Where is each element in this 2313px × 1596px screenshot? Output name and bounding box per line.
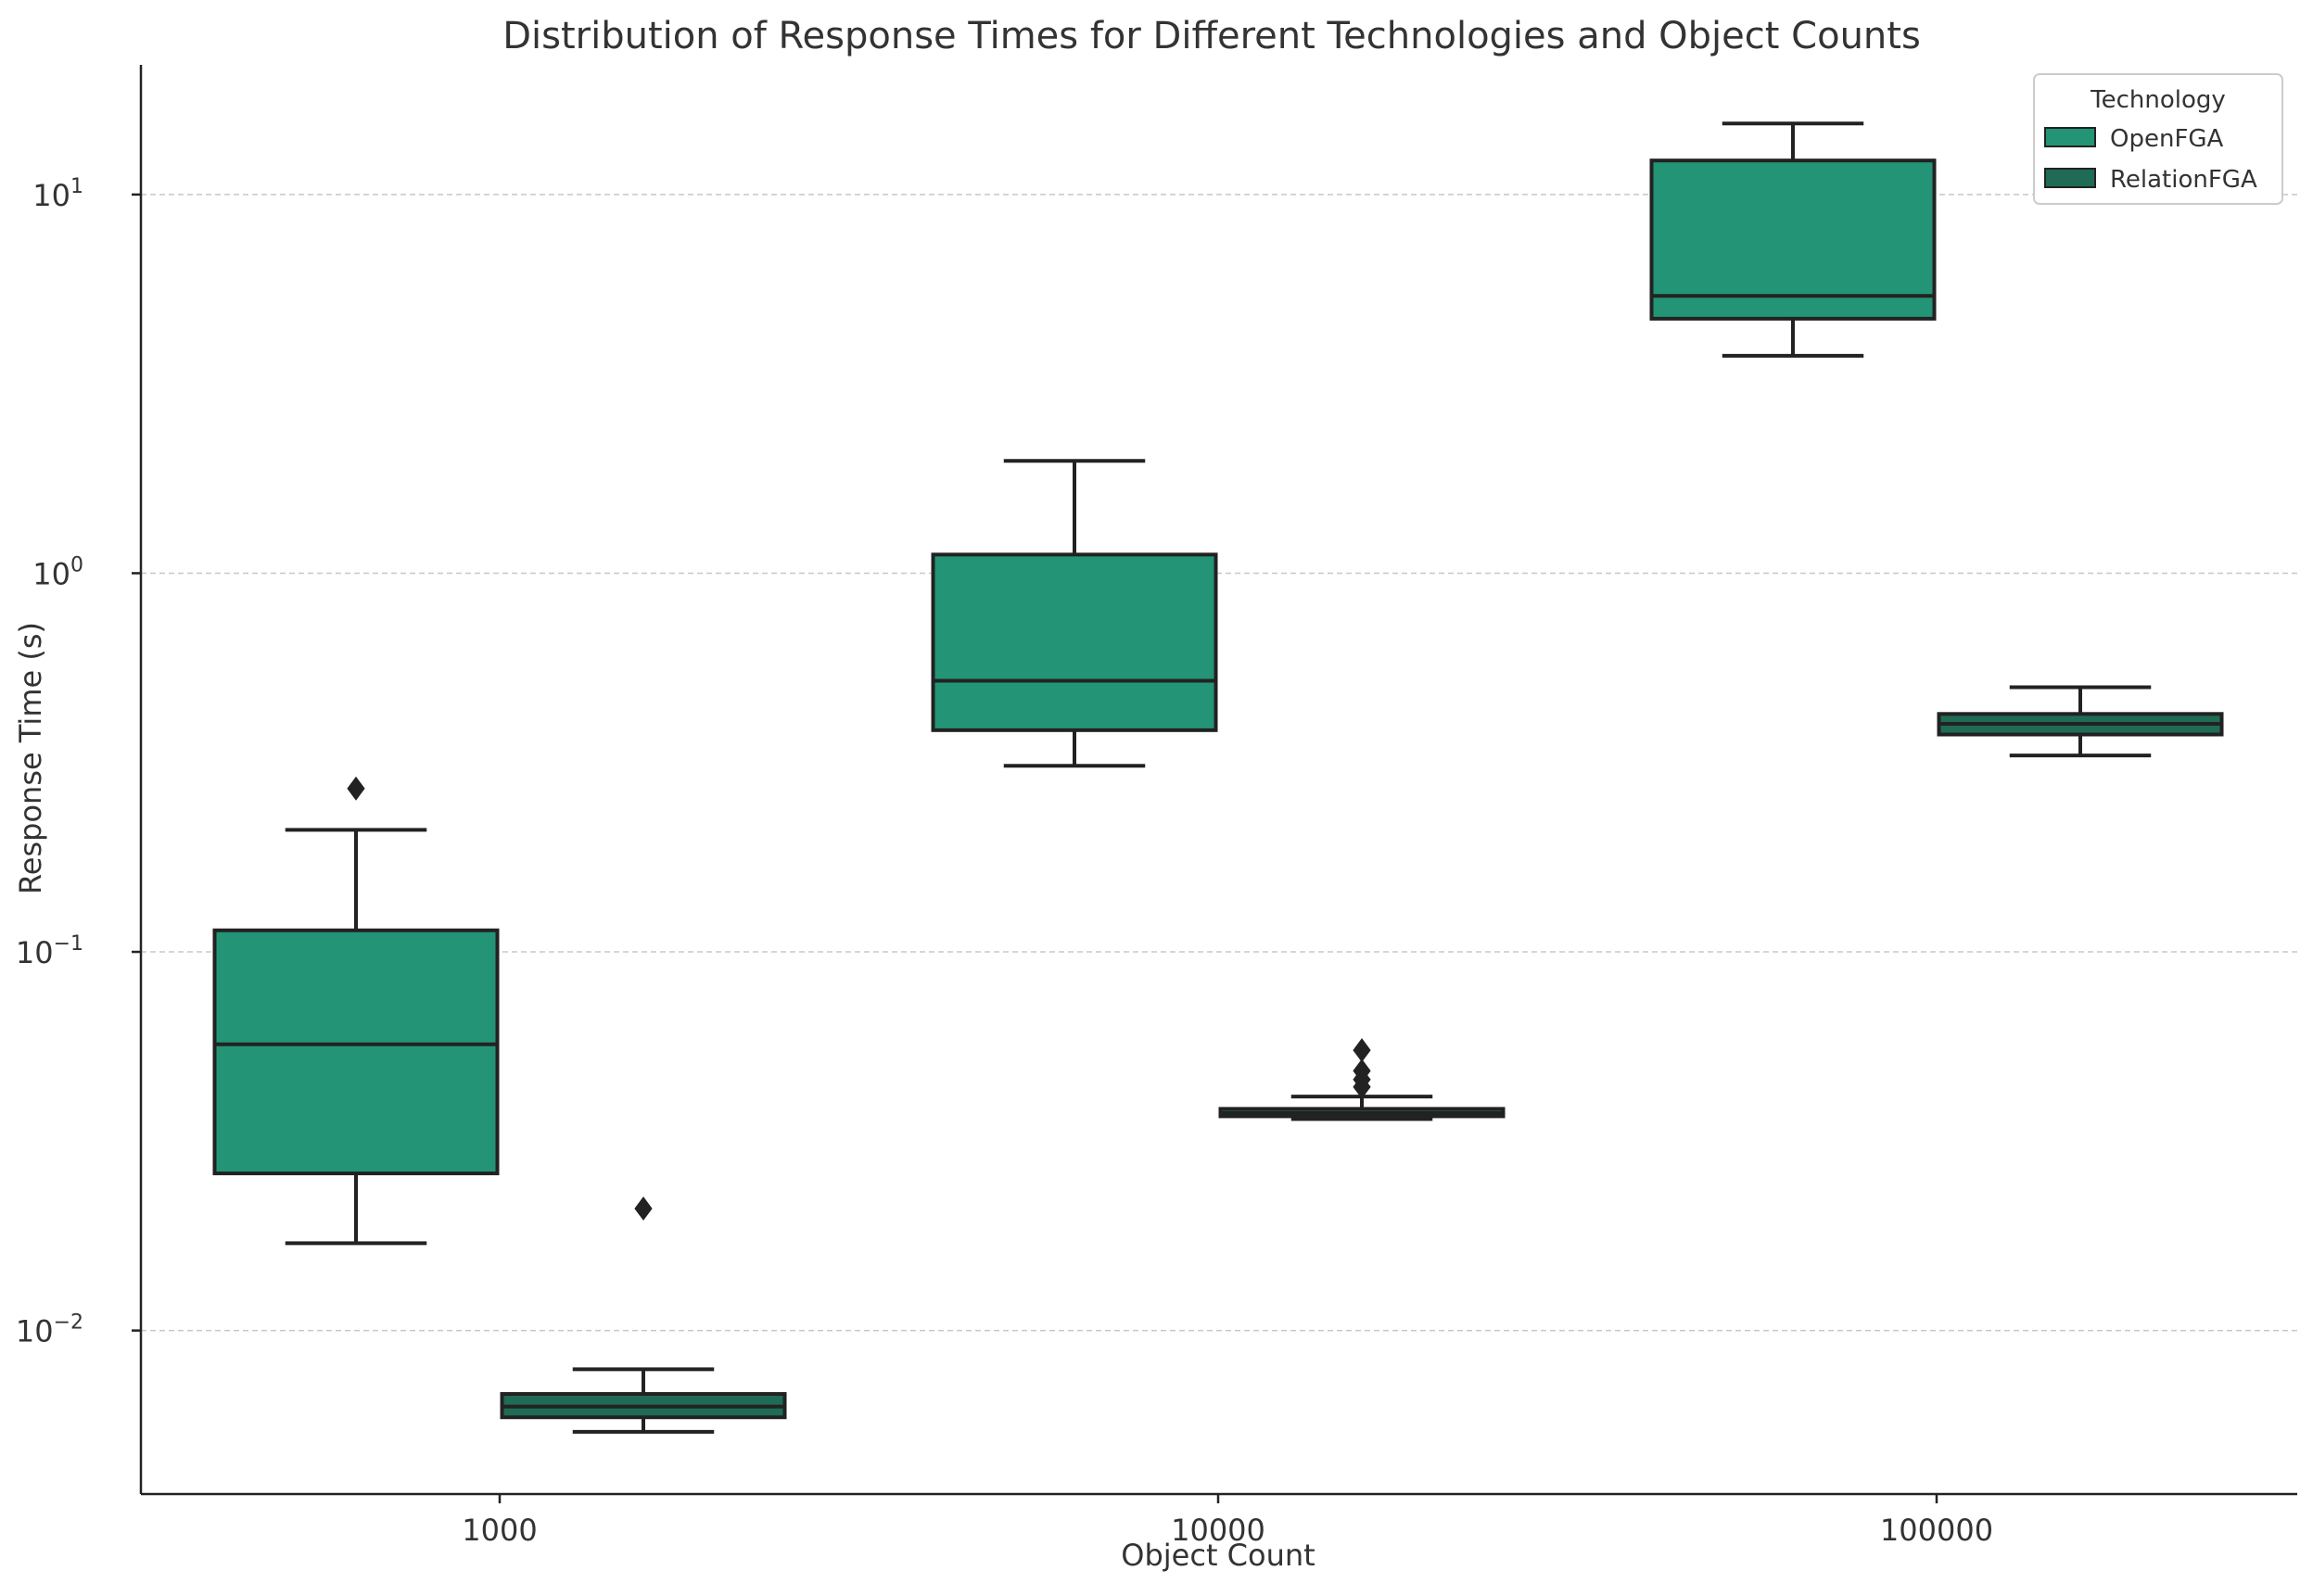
legend-label: OpenFGA — [2110, 125, 2224, 153]
legend-title: Technology — [2090, 86, 2226, 114]
box-relationfga-10000 — [1218, 1038, 1506, 1121]
box-relationfga-100000 — [1937, 685, 2224, 758]
y-axis-label: Response Time (s) — [13, 622, 48, 894]
box-openfga-100000 — [1649, 121, 1937, 358]
x-tick-label: 1000 — [462, 1513, 537, 1548]
legend-swatch — [2044, 127, 2096, 147]
y-tick-label: 100 — [32, 553, 83, 591]
y-tick-label: 10−1 — [16, 932, 83, 970]
legend-swatch — [2044, 168, 2096, 188]
grid-lines — [141, 194, 2297, 1332]
box-openfga-10000 — [931, 459, 1218, 768]
chart-title: Distribution of Response Times for Diffe… — [502, 15, 1921, 57]
box-relationfga-1000 — [500, 1196, 787, 1434]
x-axis-label: Object Count — [1121, 1538, 1315, 1573]
outlier-point — [1353, 1058, 1371, 1083]
outlier-point — [1353, 1038, 1371, 1063]
axes: 10−2 10−1 100 101 1000 10000 100000 — [16, 65, 2297, 1548]
box-body — [212, 928, 500, 1176]
plot-area — [212, 121, 2224, 1434]
x-tick-label: 10000 — [1171, 1513, 1265, 1548]
outlier-point — [634, 1196, 653, 1221]
legend: Technology OpenFGA RelationFGA — [2033, 73, 2283, 205]
x-tick-label: 100000 — [1880, 1513, 1993, 1548]
y-tick-label: 10−2 — [16, 1311, 83, 1349]
legend-label: RelationFGA — [2110, 166, 2257, 194]
outlier-point — [347, 776, 365, 801]
box-openfga-1000 — [212, 776, 500, 1246]
box-body — [1649, 158, 1937, 321]
box-body — [931, 552, 1218, 732]
y-tick-label: 101 — [32, 175, 83, 213]
